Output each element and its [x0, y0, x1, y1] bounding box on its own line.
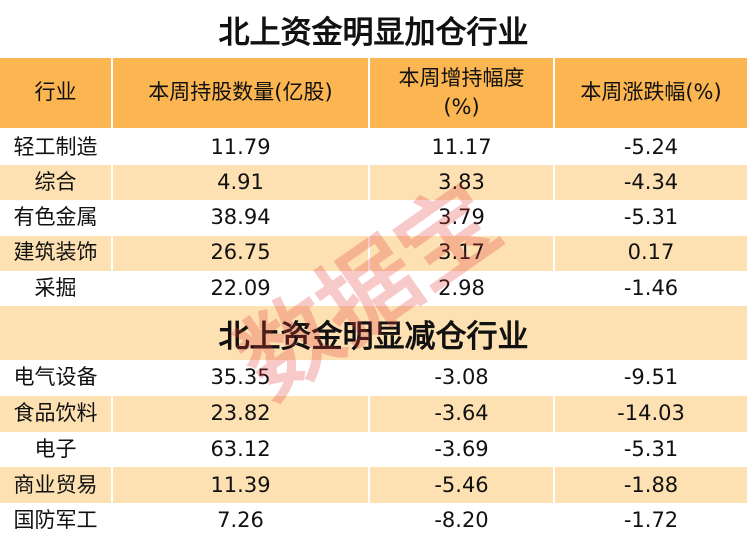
table-cell: 轻工制造	[0, 130, 113, 166]
table-header: 行业 本周持股数量(亿股) 本周增持幅度 (%) 本周涨跌幅(%)	[0, 58, 747, 128]
table-cell: -3.64	[370, 395, 555, 432]
table-cell: 22.09	[113, 270, 370, 306]
table-cell: 2.98	[370, 270, 555, 306]
table-cell: -5.31	[623, 436, 679, 461]
table-cell: 63.12	[113, 431, 370, 468]
table-row: 食品饮料 23.82 -3.64 -14.03	[0, 395, 747, 432]
table-cell: 建筑装饰	[0, 235, 113, 271]
table-cell: 食品饮料	[0, 395, 113, 432]
table-cell: -8.20	[370, 503, 555, 539]
table-cell: 综合	[0, 165, 113, 201]
table-row: 轻工制造 11.79 11.17 -5.24	[0, 130, 747, 166]
table-cell: 11.39	[113, 467, 370, 504]
table-row: 有色金属 38.94 3.79 -5.31	[0, 200, 747, 236]
table-row: 国防军工 7.26 -8.20 -1.72	[0, 503, 747, 539]
table-cell: 0.17	[627, 240, 675, 265]
table-cell: 38.94	[113, 200, 370, 236]
table-cell: 23.82	[113, 395, 370, 432]
table-row: 电气设备 35.35 -3.08 -9.51	[0, 360, 747, 396]
table-cell: 行业	[0, 58, 113, 128]
table-cell: 电气设备	[0, 360, 113, 396]
table-row: 综合 4.91 3.83 -4.34	[0, 165, 747, 201]
table-cell: 商业贸易	[0, 467, 113, 504]
table-cell: 11.79	[113, 130, 370, 166]
table-cell: 11.17	[370, 130, 555, 166]
table-row: 采掘 22.09 2.98 -1.46	[0, 270, 747, 306]
table-cell: -3.08	[370, 360, 555, 396]
table-cell: 3.83	[370, 165, 555, 201]
table-cell: -5.24	[623, 134, 679, 159]
table-cell: -1.88	[623, 472, 679, 497]
section-title: 北上资金明显减仓行业	[0, 306, 747, 360]
table-row: 电子 63.12 -3.69 -5.31	[0, 431, 747, 468]
table-cell: 有色金属	[0, 200, 113, 236]
table-cell: -4.34	[623, 170, 679, 195]
table-cell: 国防军工	[0, 503, 113, 539]
table-cell: -5.46	[370, 467, 555, 504]
table-cell: 本周增持幅度 (%)	[370, 58, 555, 128]
table-cell: 26.75	[113, 235, 370, 271]
table-cell: 采掘	[0, 270, 113, 306]
table-cell: 7.26	[113, 503, 370, 539]
table-cell: -5.31	[623, 205, 679, 230]
table-cell: 电子	[0, 431, 113, 468]
table-cell: -1.46	[623, 275, 679, 300]
table-cell: 本周涨跌幅(%)	[580, 80, 722, 105]
table-cell: 4.91	[113, 165, 370, 201]
table-cell: -1.72	[623, 508, 679, 533]
table-cell: -3.69	[370, 431, 555, 468]
section-title: 北上资金明显加仓行业	[0, 0, 747, 58]
table-cell: 3.79	[370, 200, 555, 236]
table-cell: 3.17	[370, 235, 555, 271]
table-row: 建筑装饰 26.75 3.17 0.17	[0, 235, 747, 271]
table-cell: 35.35	[113, 360, 370, 396]
table-row: 商业贸易 11.39 -5.46 -1.88	[0, 467, 747, 504]
table-cell: -9.51	[623, 365, 679, 390]
table-cell: 本周持股数量(亿股)	[113, 58, 370, 128]
table-cell: -14.03	[617, 401, 685, 425]
